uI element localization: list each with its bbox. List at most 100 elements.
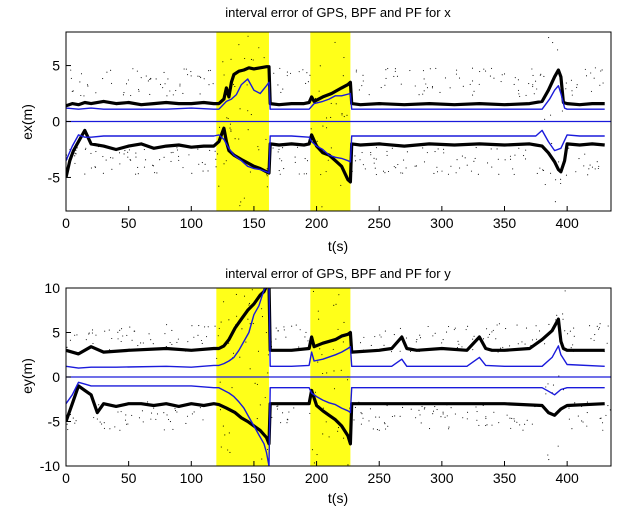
gps-dot [322, 372, 324, 375]
gps-dot [514, 154, 516, 156]
gps-dot [153, 407, 155, 409]
gps-dot [71, 90, 73, 93]
gps-dot [607, 325, 609, 327]
gps-dot [500, 80, 502, 83]
gps-dot [188, 154, 190, 156]
gps-dot [238, 138, 240, 140]
gps-dot [564, 290, 566, 292]
gps-dot [132, 68, 134, 70]
gps-dot [327, 159, 329, 161]
gps-dot [343, 116, 345, 118]
gps-dot [385, 69, 387, 71]
gps-dot [525, 149, 527, 151]
gps-dot [299, 329, 301, 331]
gps-dot [516, 421, 518, 423]
gps-dot [152, 165, 155, 167]
gps-dot [104, 330, 106, 332]
gps-dot [361, 413, 363, 415]
gps-dot [249, 323, 251, 325]
gps-dot [124, 150, 126, 152]
gps-dot [307, 81, 309, 83]
gps-dot [152, 343, 154, 345]
gps-dot [586, 412, 588, 414]
gps-dot [444, 77, 446, 79]
gps-dot [576, 86, 578, 88]
gps-dot [241, 328, 243, 330]
gps-dot [179, 85, 181, 87]
chart-title: interval error of GPS, BPF and PF for y [225, 266, 451, 281]
gps-dot [178, 155, 180, 157]
gps-dot [283, 326, 285, 328]
gps-dot [478, 83, 480, 85]
gps-dot [493, 77, 495, 79]
gps-dot [321, 354, 323, 356]
gps-dot [582, 421, 584, 423]
gps-dot [446, 415, 448, 417]
gps-dot [234, 85, 236, 88]
gps-dot [425, 83, 427, 85]
gps-dot [593, 339, 595, 341]
gps-dot [140, 342, 142, 344]
gps-dot [265, 332, 267, 334]
gps-dot [535, 325, 537, 327]
gps-dot [102, 172, 104, 174]
gps-dot [330, 102, 332, 104]
gps-dot [456, 347, 458, 349]
gps-dot [332, 348, 334, 350]
gps-dot [267, 354, 269, 356]
gps-dot [596, 325, 598, 327]
gps-dot [583, 165, 585, 167]
gps-dot [473, 90, 475, 92]
gps-dot [509, 345, 511, 347]
plot-area [66, 32, 611, 211]
gps-dot [229, 127, 231, 129]
gps-dot [531, 423, 533, 425]
gps-dot [229, 451, 231, 453]
gps-dot [444, 416, 446, 418]
gps-dot [400, 172, 402, 174]
gps-dot [472, 338, 474, 340]
gps-dot [282, 412, 284, 414]
gps-dot [415, 417, 417, 419]
gps-dot [598, 327, 601, 329]
gps-dot [394, 70, 396, 72]
gps-dot [573, 327, 575, 329]
gps-dot [257, 146, 259, 148]
gps-dot [368, 420, 370, 422]
gps-dot [589, 164, 591, 166]
x-tick-label: 100 [180, 470, 204, 486]
gps-dot [340, 369, 342, 371]
gps-dot [266, 168, 268, 170]
gps-dot [429, 68, 431, 70]
gps-dot [273, 72, 275, 74]
gps-dot [333, 304, 335, 306]
gps-dot [374, 336, 376, 338]
gps-dot [162, 87, 164, 89]
gps-dot [119, 429, 121, 431]
gps-dot [333, 388, 336, 390]
gps-dot [134, 330, 136, 332]
gps-dot [602, 429, 604, 431]
gps-dot [174, 409, 177, 412]
gps-dot [362, 164, 364, 166]
gps-dot [548, 323, 550, 326]
gps-dot [384, 172, 386, 174]
gps-dot [326, 117, 328, 119]
gps-dot [454, 327, 456, 329]
gps-dot [102, 78, 104, 80]
gps-dot [375, 416, 377, 418]
gps-dot [304, 336, 306, 338]
gps-dot [422, 93, 424, 95]
gps-dot [575, 171, 577, 173]
gps-dot [571, 90, 573, 92]
y-tick-label: 10 [44, 280, 60, 296]
gps-dot [88, 332, 90, 334]
gps-dot [496, 148, 498, 150]
gps-dot [172, 151, 174, 154]
gps-dot [135, 152, 137, 154]
gps-dot [202, 170, 204, 172]
gps-dot [539, 74, 541, 76]
gps-dot [166, 95, 168, 97]
gps-dot [501, 74, 503, 76]
